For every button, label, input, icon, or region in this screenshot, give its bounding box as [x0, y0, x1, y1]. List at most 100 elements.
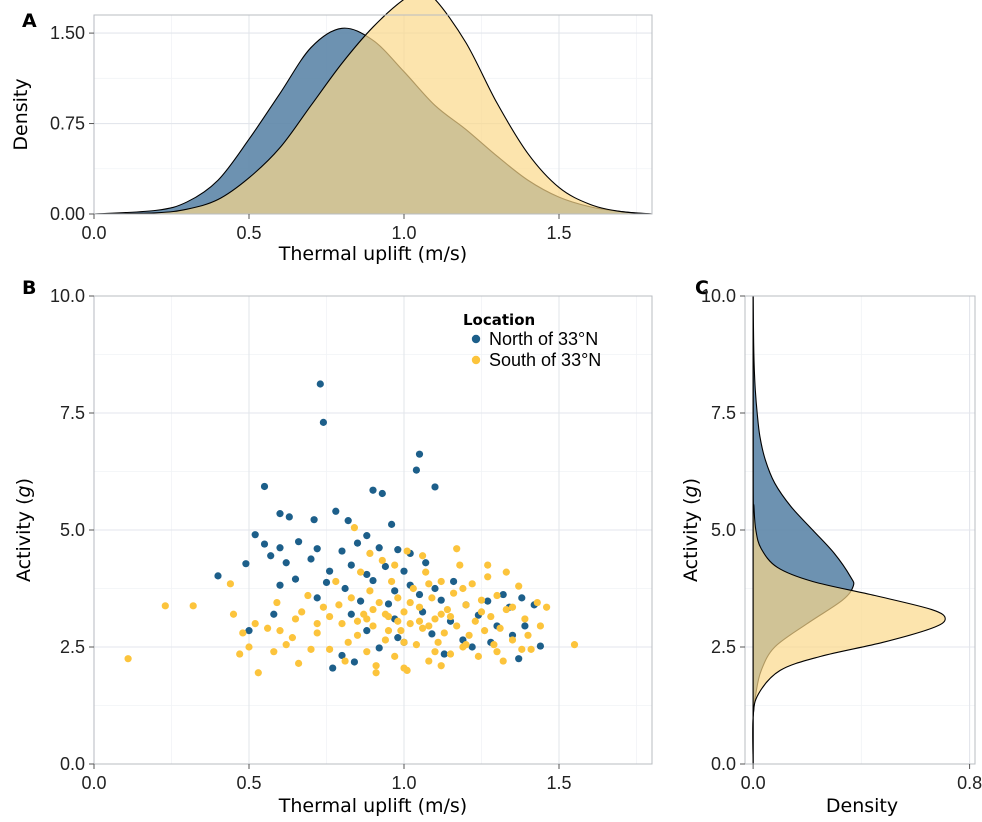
x-tick-label: 1.5	[546, 223, 571, 243]
point-north	[329, 664, 337, 672]
point-north	[412, 466, 420, 474]
point-north	[363, 627, 371, 635]
point-north	[468, 643, 476, 651]
point-north	[363, 532, 371, 540]
point-north	[251, 531, 259, 539]
point-south	[419, 552, 427, 560]
point-north	[369, 486, 377, 494]
point-south	[499, 657, 507, 665]
point-south	[437, 577, 445, 586]
point-north	[267, 552, 275, 560]
point-south	[341, 657, 349, 665]
point-north	[282, 559, 290, 567]
point-south	[533, 598, 541, 607]
x-tick-label: 0.5	[236, 223, 261, 243]
y-tick-label: 0.0	[711, 754, 736, 774]
point-south	[450, 589, 458, 597]
point-north	[400, 567, 408, 575]
point-south	[288, 634, 296, 642]
point-south	[276, 627, 284, 635]
point-south	[161, 602, 169, 610]
point-south	[229, 610, 238, 618]
point-south	[409, 584, 417, 593]
point-south	[375, 598, 383, 607]
density-curve-south	[93, 0, 653, 215]
point-north	[260, 540, 269, 548]
point-south	[422, 568, 430, 576]
point-south	[388, 577, 396, 586]
point-south	[332, 577, 340, 586]
point-south	[536, 622, 545, 630]
point-south	[484, 561, 492, 569]
point-north	[536, 642, 545, 650]
point-south	[357, 568, 365, 576]
point-north	[347, 561, 355, 569]
point-north	[388, 520, 396, 528]
point-north	[350, 658, 358, 666]
point-north	[270, 610, 278, 618]
point-south	[508, 636, 517, 644]
point-south	[406, 620, 414, 628]
point-south	[428, 594, 436, 602]
point-north	[276, 510, 284, 518]
point-south	[462, 641, 470, 649]
y-axis-title-text: Activity (	[680, 497, 702, 582]
point-south	[484, 573, 492, 581]
point-south	[254, 669, 262, 677]
point-south	[437, 662, 445, 670]
point-south	[384, 627, 393, 635]
point-north	[276, 581, 284, 589]
panel-c-letter: C	[695, 277, 709, 299]
point-south	[434, 638, 442, 646]
point-south	[453, 622, 461, 630]
plot-frame	[93, 14, 653, 215]
point-south	[378, 556, 386, 565]
point-south	[313, 629, 321, 637]
panel-b-scatter-plot: 0.0 0.5 1.0 1.5 0.0 2.5 5.0 7.5 10.0 Thermal upli…	[13, 286, 653, 817]
point-north	[242, 560, 250, 568]
point-south	[437, 610, 445, 618]
point-south	[381, 636, 389, 644]
point-south	[490, 641, 498, 649]
point-north	[381, 562, 389, 571]
y-axis-title: Activity (g)	[13, 478, 35, 582]
point-south	[282, 641, 290, 649]
point-south	[440, 629, 448, 637]
y-axis-title: Activity (g)	[680, 478, 702, 582]
x-tick-label: 0.0	[741, 773, 766, 793]
point-south	[406, 598, 414, 607]
point-north	[310, 516, 318, 524]
point-north	[515, 655, 523, 663]
point-south	[496, 624, 504, 632]
point-north	[341, 584, 349, 593]
point-south	[326, 612, 334, 621]
point-south	[189, 602, 197, 610]
point-south	[493, 591, 501, 600]
point-south	[400, 608, 408, 616]
point-south	[363, 648, 371, 656]
point-south	[468, 580, 476, 588]
point-north	[307, 555, 315, 563]
x-tick-label: 0.5	[236, 773, 261, 793]
point-south	[508, 603, 517, 611]
point-south	[431, 615, 439, 623]
legend-title: Location	[463, 311, 535, 329]
point-south	[471, 617, 479, 625]
point-south	[493, 648, 501, 656]
point-south	[391, 652, 399, 660]
point-south	[124, 655, 132, 663]
point-north	[378, 489, 386, 498]
point-north	[245, 627, 253, 635]
panel-a-density-plot: 0.0 0.5 1.0 1.5 0.00 0.75 1.50 Thermal uplift (…	[10, 0, 653, 265]
point-north	[322, 578, 331, 587]
point-south	[515, 582, 523, 590]
point-south	[307, 645, 315, 653]
point-south	[431, 648, 439, 656]
x-axis-title: Density	[826, 795, 898, 817]
point-north	[440, 650, 448, 658]
point-north	[499, 590, 507, 599]
point-south	[518, 645, 526, 653]
point-north	[344, 517, 352, 525]
